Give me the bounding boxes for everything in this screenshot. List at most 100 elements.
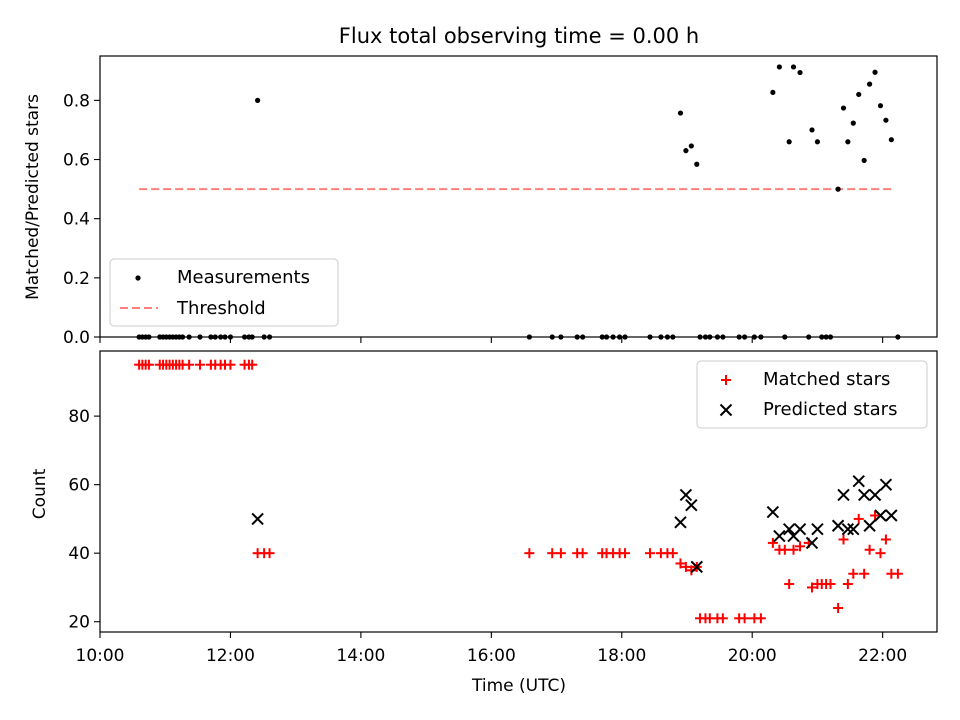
matched-stars-point [870,510,881,521]
predicted-stars-point [766,505,780,519]
predicted-stars-point [793,522,807,536]
bottom-x-tick-label: 20:00 [728,646,777,666]
measurement-point [776,64,782,70]
top-panel: Flux total observing time = 0.00 h Match… [23,24,938,348]
top-y-tick-label: 0.2 [63,269,90,289]
legend-threshold-label: Threshold [176,298,266,319]
matched-stars-point [892,568,903,579]
matched-stars-point [143,359,154,370]
bottom-x-tick-label: 12:00 [206,646,255,666]
matched-stars-point [767,537,778,548]
bottom-x-tick-label: 14:00 [336,646,385,666]
bottom-plot-area [134,359,903,624]
top-y-tick-label: 0.0 [63,328,90,348]
measurement-point [786,139,792,145]
predicted-stars-point [685,499,698,512]
top-y-ticks: 0.0 0.2 0.4 0.6 0.8 [63,91,100,348]
measurement-point [683,148,689,154]
matched-stars-point [853,513,864,524]
matched-stars-point [880,534,891,545]
legend-predicted-label: Predicted stars [763,399,897,420]
measurement-point [688,143,694,149]
predicted-stars-point [251,512,264,526]
predicted-stars-point [811,522,824,536]
matched-stars-point [838,534,849,545]
predicted-stars-point [773,529,786,543]
matched-stars-point [524,548,535,559]
matched-stars-point [806,582,817,593]
matched-stars-point [833,603,844,614]
matched-stars-point [875,548,886,559]
predicted-stars-point [874,509,887,522]
matched-stars-point [247,359,258,370]
legend-measurements-marker [135,275,141,281]
matched-stars-point [195,359,206,370]
bottom-x-tick-label: 18:00 [597,646,646,666]
matched-stars-point [675,558,686,569]
matched-stars-point [555,548,566,559]
matched-stars-point [717,613,728,624]
measurement-point [856,91,862,98]
measurement-point [888,137,894,143]
bottom-y-ticks: 20 40 60 80 [68,407,100,633]
top-legend-box [109,258,339,327]
measurement-point [255,97,261,103]
legend-predicted-marker [719,403,733,417]
legend-matched-label: Matched stars [763,369,890,390]
bottom-y-tick-label: 20 [68,613,90,633]
predicted-stars-point [782,522,796,536]
bottom-x-tick-label: 16:00 [467,646,516,666]
predicted-stars-point [863,519,876,532]
matched-stars-point [645,548,656,559]
matched-stars-point [825,579,836,590]
matched-stars-point [264,548,275,559]
predicted-stars-point [847,522,860,536]
legend-measurements-label: Measurements [177,267,310,288]
top-y-tick-label: 0.4 [63,210,90,230]
matched-stars-point [784,579,795,590]
matched-stars-point [547,548,558,559]
top-legend: Measurements Threshold [109,258,339,327]
measurement-point [809,127,815,133]
measurement-point [790,64,797,70]
matched-stars-point [620,548,631,559]
matched-stars-point [184,359,195,370]
legend-matched-plus [721,375,731,385]
measurement-point [835,186,841,192]
matched-stars-point [848,568,859,579]
bottom-axes-frame [99,350,938,633]
measurement-point [877,103,884,109]
matched-stars-point [788,544,799,555]
measurement-point [797,69,803,76]
predicted-stars-point [868,488,882,502]
matched-stars-point [225,359,236,370]
predicted-stars-point [852,475,865,488]
legend-matched-marker [721,375,731,385]
legend-predicted-cross [719,403,733,417]
predicted-stars-point [841,522,855,536]
matched-stars-point [842,579,853,590]
measurement-point [861,157,867,164]
measurement-point [850,120,856,126]
predicted-stars-point [690,560,703,574]
measurement-point [770,89,776,95]
bottom-y-tick-label: 40 [68,544,90,564]
matched-stars-point [779,544,790,555]
matched-stars-point [739,613,750,624]
top-chart-title: Flux total observing time = 0.00 h [339,24,699,48]
bottom-legend-box [696,360,928,429]
matched-stars-point [864,544,875,555]
predicted-stars-point [857,488,871,502]
bottom-x-ticks: 10:00 12:00 14:00 16:00 18:00 20:00 22:00 [76,632,907,666]
matched-stars-point [667,548,678,559]
measurement-point [694,161,700,167]
measurement-point [677,110,684,116]
top-y-tick-label: 0.8 [63,91,90,111]
bottom-panel: Count Time (UTC) 20 40 60 80 10:00 12:00 14:0… [30,350,938,696]
measurement-point [814,139,821,145]
measurement-point [883,117,889,123]
matched-stars-point [755,613,766,624]
measurement-point [840,105,847,111]
